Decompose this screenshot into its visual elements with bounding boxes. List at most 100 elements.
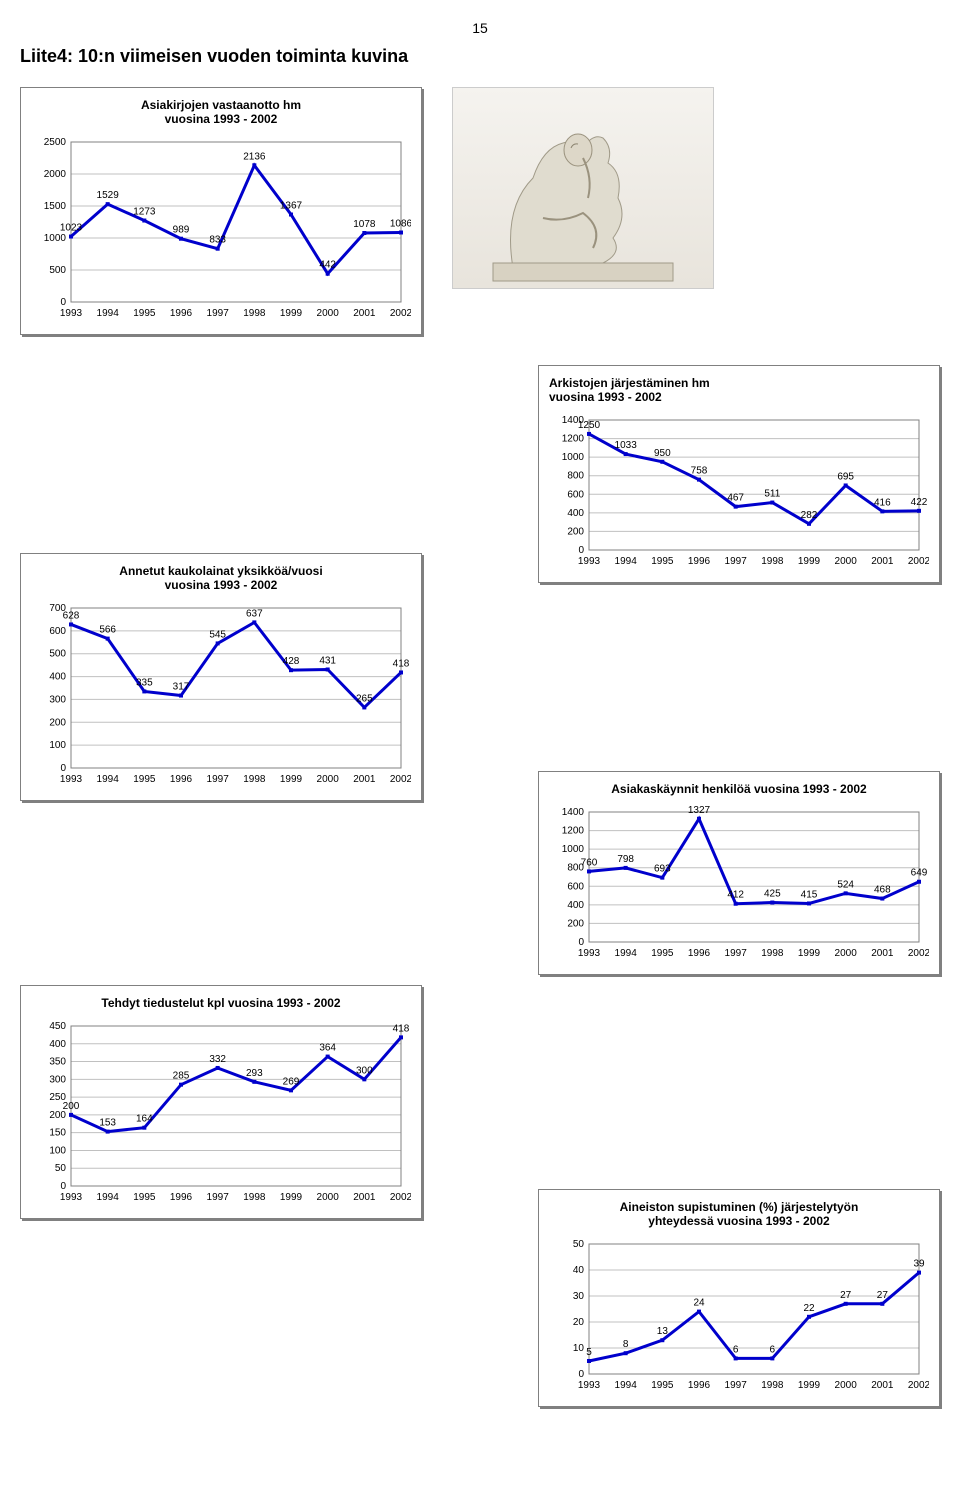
svg-text:50: 50 — [55, 1163, 67, 1174]
svg-text:1997: 1997 — [207, 308, 230, 319]
svg-text:442: 442 — [319, 260, 336, 271]
svg-text:418: 418 — [393, 1023, 410, 1034]
svg-text:415: 415 — [801, 889, 818, 900]
svg-text:693: 693 — [654, 864, 671, 875]
chart-aineiston-title: Aineiston supistuminen (%) järjestelytyö… — [549, 1200, 929, 1228]
svg-text:300: 300 — [49, 694, 66, 705]
decorative-image — [452, 87, 714, 289]
svg-text:1500: 1500 — [44, 201, 67, 212]
svg-text:1400: 1400 — [562, 807, 585, 818]
chart-aineiston-plot: 0102030405019931994199519961997199819992… — [549, 1236, 929, 1396]
svg-text:1996: 1996 — [688, 1380, 711, 1391]
svg-text:200: 200 — [63, 1101, 80, 1112]
chart-asiakaskaynnit-shell: Asiakaskäynnit henkilöä vuosina 1993 - 2… — [538, 771, 940, 975]
svg-text:467: 467 — [727, 493, 744, 504]
svg-text:27: 27 — [877, 1290, 889, 1301]
svg-text:153: 153 — [99, 1118, 116, 1129]
chart-tehdyt-title: Tehdyt tiedustelut kpl vuosina 1993 - 20… — [31, 996, 411, 1010]
svg-text:300: 300 — [49, 1074, 66, 1085]
svg-text:989: 989 — [173, 225, 190, 236]
svg-text:2000: 2000 — [44, 169, 67, 180]
svg-text:50: 50 — [573, 1239, 585, 1250]
svg-text:1997: 1997 — [725, 948, 748, 959]
svg-text:1996: 1996 — [170, 774, 193, 785]
svg-text:2000: 2000 — [317, 774, 340, 785]
svg-text:0: 0 — [578, 545, 584, 556]
chart-tehdyt-plot: 0501001502002503003504004501993199419951… — [31, 1018, 411, 1208]
svg-text:2002: 2002 — [908, 556, 929, 567]
svg-text:422: 422 — [911, 497, 928, 508]
svg-text:2002: 2002 — [390, 308, 411, 319]
svg-text:798: 798 — [617, 854, 634, 865]
svg-text:1997: 1997 — [207, 774, 230, 785]
svg-text:524: 524 — [837, 879, 854, 890]
svg-text:1993: 1993 — [578, 556, 601, 567]
chart-annetut-shell: Annetut kaukolainat yksikköä/vuosi vuosi… — [20, 553, 422, 801]
svg-text:1086: 1086 — [390, 218, 411, 229]
svg-text:1999: 1999 — [798, 948, 821, 959]
svg-text:1999: 1999 — [280, 308, 303, 319]
svg-text:833: 833 — [209, 235, 226, 246]
svg-text:1078: 1078 — [353, 219, 376, 230]
svg-text:2002: 2002 — [390, 774, 411, 785]
svg-text:1994: 1994 — [615, 948, 638, 959]
chart-asiakirjojen-title: Asiakirjojen vastaanotto hm vuosina 1993… — [31, 98, 411, 126]
svg-text:695: 695 — [837, 471, 854, 482]
chart-annetut-plot: 0100200300400500600700199319941995199619… — [31, 600, 411, 790]
svg-text:1999: 1999 — [280, 1192, 303, 1203]
svg-text:1995: 1995 — [133, 308, 156, 319]
svg-text:24: 24 — [693, 1298, 705, 1309]
svg-text:200: 200 — [567, 526, 584, 537]
svg-text:0: 0 — [60, 763, 66, 774]
svg-text:1033: 1033 — [615, 440, 638, 451]
chart-asiakirjojen-shell: Asiakirjojen vastaanotto hm vuosina 1993… — [20, 87, 422, 335]
svg-text:1367: 1367 — [280, 201, 303, 212]
svg-text:600: 600 — [49, 626, 66, 637]
svg-text:293: 293 — [246, 1068, 263, 1079]
svg-text:1993: 1993 — [578, 1380, 601, 1391]
svg-text:950: 950 — [654, 448, 671, 459]
chart-annetut-title: Annetut kaukolainat yksikköä/vuosi vuosi… — [31, 564, 411, 592]
chart-aineiston-shell: Aineiston supistuminen (%) järjestelytyö… — [538, 1189, 940, 1407]
svg-text:1998: 1998 — [243, 1192, 266, 1203]
svg-text:800: 800 — [567, 471, 584, 482]
svg-text:431: 431 — [319, 655, 336, 666]
svg-text:30: 30 — [573, 1291, 585, 1302]
svg-text:1996: 1996 — [688, 556, 711, 567]
svg-text:300: 300 — [356, 1065, 373, 1076]
svg-text:500: 500 — [49, 649, 66, 660]
svg-text:13: 13 — [657, 1326, 669, 1337]
chart-arkistojen-plot: 0200400600800100012001400199319941995199… — [549, 412, 929, 572]
svg-text:282: 282 — [801, 510, 818, 521]
svg-text:22: 22 — [803, 1303, 815, 1314]
svg-text:400: 400 — [567, 508, 584, 519]
svg-text:2000: 2000 — [835, 1380, 858, 1391]
page-number: 15 — [20, 20, 940, 36]
svg-text:364: 364 — [319, 1043, 336, 1054]
svg-text:1997: 1997 — [207, 1192, 230, 1203]
svg-text:1273: 1273 — [133, 207, 156, 218]
svg-text:500: 500 — [49, 265, 66, 276]
svg-text:335: 335 — [136, 677, 153, 688]
svg-text:10: 10 — [573, 1343, 585, 1354]
svg-text:2000: 2000 — [317, 308, 340, 319]
svg-text:100: 100 — [49, 740, 66, 751]
svg-text:1994: 1994 — [97, 308, 120, 319]
svg-text:1993: 1993 — [60, 774, 83, 785]
svg-text:1250: 1250 — [578, 420, 601, 431]
svg-text:6: 6 — [733, 1344, 739, 1355]
svg-text:269: 269 — [283, 1076, 300, 1087]
svg-text:1023: 1023 — [60, 223, 83, 234]
chart-tehdyt-shell: Tehdyt tiedustelut kpl vuosina 1993 - 20… — [20, 985, 422, 1219]
chart-arkistojen-title: Arkistojen järjestäminen hm vuosina 1993… — [549, 376, 929, 404]
svg-text:450: 450 — [49, 1021, 66, 1032]
svg-text:200: 200 — [567, 918, 584, 929]
svg-text:2002: 2002 — [390, 1192, 411, 1203]
svg-text:350: 350 — [49, 1057, 66, 1068]
svg-text:545: 545 — [209, 629, 226, 640]
svg-text:1996: 1996 — [170, 1192, 193, 1203]
svg-text:285: 285 — [173, 1071, 190, 1082]
svg-text:8: 8 — [623, 1339, 629, 1350]
svg-text:1995: 1995 — [651, 556, 674, 567]
svg-text:1998: 1998 — [243, 774, 266, 785]
